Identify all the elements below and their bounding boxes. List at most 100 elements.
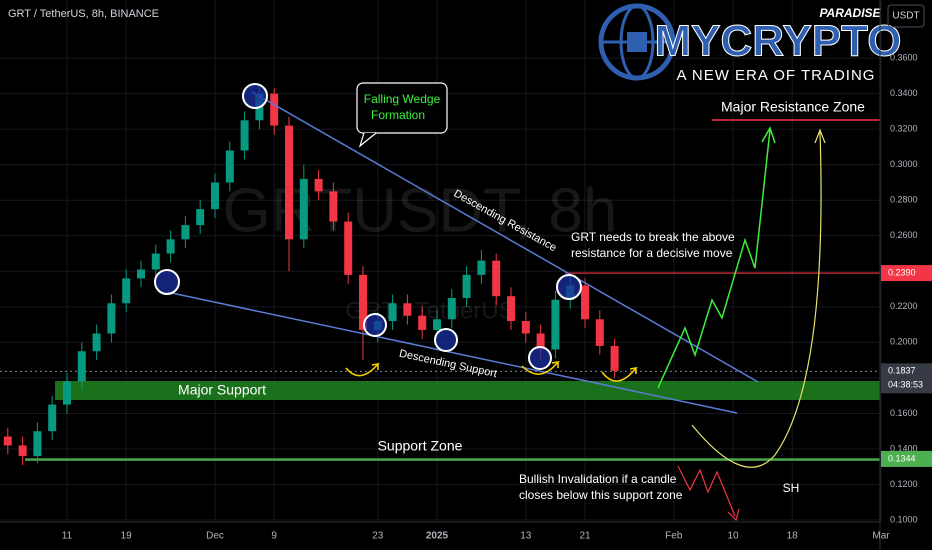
- bounce-arrows: [345, 360, 638, 382]
- candle-body: [196, 209, 205, 226]
- candle-body: [107, 303, 116, 334]
- candle-body: [225, 150, 234, 183]
- descending-resistance-line: [251, 91, 759, 383]
- x-tick-label: Dec: [206, 531, 224, 542]
- candle-body: [447, 297, 456, 320]
- bullish-projection: [657, 129, 771, 389]
- x-tick-label: 9: [271, 531, 277, 542]
- y-tick-label: 0.3200: [890, 124, 918, 134]
- touch-circle: [528, 346, 552, 370]
- price-label: 0.2390: [888, 267, 916, 277]
- currency-label: USDT: [892, 11, 919, 22]
- bounce-arrow: [345, 362, 380, 377]
- candle-body: [270, 93, 279, 126]
- touch-circle: [434, 328, 458, 352]
- curve-projection: [691, 131, 822, 468]
- candle-body: [122, 278, 131, 304]
- price-label-box: [881, 450, 932, 467]
- candle-body: [462, 274, 471, 298]
- y-tick-label: 0.1200: [890, 479, 918, 489]
- candle-body: [166, 239, 175, 254]
- candle-body: [403, 303, 412, 316]
- candle-body: [151, 253, 160, 270]
- bounce-arrow: [601, 366, 638, 382]
- major-support-zone: [55, 381, 880, 400]
- bounce-arrow: [521, 360, 560, 375]
- touch-circle: [154, 269, 180, 295]
- x-tick-label: 2025: [426, 531, 449, 542]
- bearish-projection: [677, 465, 736, 517]
- candle-body: [92, 333, 101, 352]
- projection-arrow: [761, 126, 776, 144]
- y-tick-label: 0.2800: [890, 195, 918, 205]
- chart-title: GRT / TetherUS, 8h, BINANCE: [8, 8, 159, 20]
- x-tick-label: 18: [787, 531, 799, 542]
- candle-body: [299, 178, 308, 240]
- price-label-box: [881, 363, 932, 394]
- touch-circles: [154, 83, 582, 370]
- y-tick-label: 0.1400: [890, 443, 918, 453]
- candles: [3, 84, 619, 465]
- note: Bullish Invalidation if a candle: [519, 472, 677, 486]
- x-tick-label: 19: [121, 531, 133, 542]
- y-tick-label: 0.1000: [890, 514, 918, 524]
- candle-body: [507, 296, 515, 322]
- candle-body: [581, 285, 589, 320]
- y-tick-label: 0.3000: [890, 159, 918, 169]
- touch-circle: [363, 313, 387, 337]
- candle-body: [551, 299, 560, 350]
- zone-label: Major Resistance Zone: [721, 99, 865, 115]
- candle-body: [314, 178, 323, 192]
- note: GRT needs to break the above: [571, 230, 735, 244]
- zone-label: Support Zone: [378, 438, 463, 454]
- logo-name: MYCRYPTO: [655, 17, 902, 66]
- price-label: 0.1344: [888, 453, 916, 463]
- y-tick-label: 0.2000: [890, 337, 918, 347]
- candle-body: [595, 319, 604, 346]
- touch-circle: [242, 83, 268, 109]
- descending-support-line: [166, 291, 738, 414]
- y-tick-label: 0.3400: [890, 88, 918, 98]
- x-tick-label: 10: [727, 531, 739, 542]
- candle-body: [63, 381, 71, 405]
- curve-arrow: [814, 128, 826, 144]
- note: SH: [783, 481, 800, 495]
- candle-body: [521, 321, 530, 334]
- note: closes below this support zone: [519, 488, 683, 502]
- note: resistance for a decisive move: [571, 246, 733, 260]
- candle-body: [359, 274, 367, 330]
- candle-body: [48, 404, 57, 432]
- x-tick-label: 13: [520, 531, 532, 542]
- price-label-box: [881, 265, 932, 282]
- x-tick-label: Mar: [872, 531, 890, 542]
- x-tick-label: 21: [579, 531, 591, 542]
- candle-body: [477, 260, 486, 275]
- zone-label: Major Support: [178, 382, 266, 398]
- y-tick-label: 0.1600: [890, 408, 918, 418]
- candle-body: [418, 315, 427, 330]
- callout-box: [356, 82, 448, 134]
- callout-text: Formation: [371, 108, 425, 122]
- callout-tail: [358, 132, 377, 148]
- candle-body: [3, 436, 12, 446]
- countdown: 04:38:53: [888, 380, 923, 390]
- candle-body: [77, 351, 86, 382]
- touch-circle: [556, 274, 582, 300]
- currency-box: [887, 4, 925, 28]
- callout-text: Falling Wedge: [364, 92, 441, 106]
- logo-tag: PARADISE: [819, 6, 881, 20]
- y-tick-label: 0.2600: [890, 230, 918, 240]
- candle-body: [240, 120, 249, 151]
- x-tick-label: 11: [62, 531, 73, 542]
- axes: 0.10000.12000.14000.16000.18000.20000.22…: [62, 52, 932, 542]
- candle-body: [285, 125, 293, 240]
- logo-chip: [627, 32, 647, 52]
- candle-body: [33, 431, 42, 457]
- price-label: 0.1837: [888, 366, 916, 376]
- bearish-arrow: [727, 508, 740, 522]
- candle-body: [536, 333, 545, 350]
- watermark: GRTUSDT, 8h: [222, 176, 617, 245]
- candle-body: [181, 225, 190, 240]
- candle-body: [344, 221, 353, 275]
